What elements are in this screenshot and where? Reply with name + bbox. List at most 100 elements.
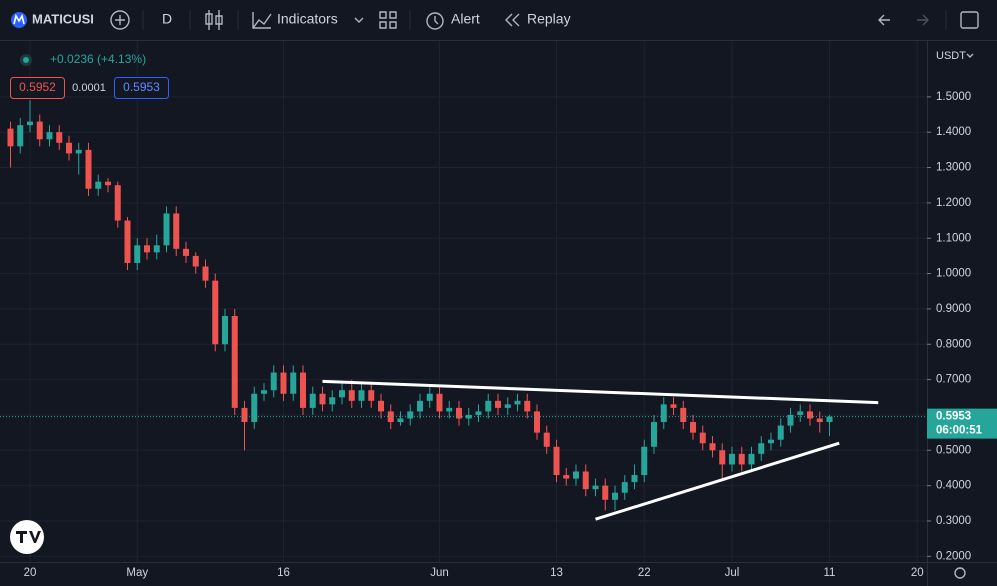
symbol[interactable]: MATICUSI xyxy=(32,11,94,26)
candle-body xyxy=(36,121,43,140)
candle-body xyxy=(339,390,345,398)
candle-body xyxy=(261,390,267,394)
candle-body xyxy=(748,453,755,465)
interval[interactable]: D xyxy=(162,11,172,27)
candle-body xyxy=(202,266,209,281)
candle-body xyxy=(231,315,238,408)
replay-icon[interactable] xyxy=(505,13,520,27)
y-tick-label: 0.9000 xyxy=(936,303,971,315)
candle-body xyxy=(27,121,33,126)
x-tick-label: 22 xyxy=(638,567,651,579)
candle-body xyxy=(105,181,111,186)
y-tick-label: 1.4000 xyxy=(936,126,971,138)
candle-body xyxy=(378,400,384,412)
candle-body xyxy=(514,400,521,405)
settings-button[interactable] xyxy=(954,567,966,579)
redo-button[interactable] xyxy=(917,14,929,26)
candle-body xyxy=(777,425,784,440)
candle-body xyxy=(114,185,121,221)
candle-body xyxy=(417,400,423,412)
candle-body xyxy=(446,407,453,412)
candle-body xyxy=(709,443,716,451)
dropdown-arrow[interactable] xyxy=(354,17,364,23)
candle-body xyxy=(826,416,833,423)
x-tick-label: 20 xyxy=(24,567,37,579)
alert-button[interactable]: Alert xyxy=(451,11,480,27)
candle-body xyxy=(251,393,258,423)
candle-body xyxy=(290,372,297,394)
spread: 0.0001 xyxy=(72,82,106,94)
candle-body xyxy=(319,393,326,405)
last-price-tag xyxy=(927,408,997,439)
candle-body xyxy=(573,471,579,479)
y-tick-label: 0.2000 xyxy=(936,550,971,562)
candle-body xyxy=(426,393,433,401)
candle-body xyxy=(134,245,141,263)
candle-body xyxy=(46,132,53,140)
countdown-label: 06:00:51 xyxy=(936,425,983,437)
candle-body xyxy=(456,407,462,419)
candle-body xyxy=(329,397,336,405)
candle-body xyxy=(621,482,628,493)
x-tick-label: 20 xyxy=(911,567,924,579)
bid-box[interactable] xyxy=(10,77,65,99)
replay-button[interactable]: Replay xyxy=(527,11,571,27)
ask-price[interactable]: 0.5953 xyxy=(123,80,160,94)
compare-button[interactable] xyxy=(110,10,130,30)
y-tick-label: 1.2000 xyxy=(936,197,971,209)
candle-body xyxy=(807,411,813,419)
candle-body xyxy=(309,393,316,408)
candle-body xyxy=(670,404,677,408)
indicators-icon[interactable] xyxy=(252,12,272,29)
trendline xyxy=(595,441,840,521)
y-tick-label: 0.8000 xyxy=(936,338,971,350)
candle-body xyxy=(192,255,199,267)
x-tick-label: May xyxy=(126,567,148,579)
alert-icon[interactable] xyxy=(426,12,444,30)
bid-price[interactable]: 0.5952 xyxy=(19,80,56,94)
candle-body xyxy=(690,422,696,433)
fullscreen-button[interactable] xyxy=(960,11,979,29)
undo-button[interactable] xyxy=(878,14,890,26)
candle-body xyxy=(407,411,414,419)
candle-body xyxy=(17,125,24,147)
y-tick-label: 0.5000 xyxy=(936,444,971,456)
toolbar xyxy=(0,0,997,40)
candle-body xyxy=(543,432,550,447)
logo xyxy=(16,531,41,543)
candle-body xyxy=(144,245,150,253)
candle-body xyxy=(270,372,277,391)
candle-body xyxy=(651,422,657,447)
y-tick-label: 1.1000 xyxy=(936,232,971,244)
candle-body xyxy=(582,471,589,490)
candle-body xyxy=(524,400,531,412)
axis-currency[interactable]: USDT xyxy=(936,50,966,62)
candle-body xyxy=(680,407,687,423)
symbol-icon-glyph xyxy=(13,13,25,25)
candle-body xyxy=(631,475,638,483)
layouts-button[interactable] xyxy=(379,11,397,29)
indicators-button[interactable]: Indicators xyxy=(277,11,338,27)
candle-body xyxy=(56,132,63,143)
candle-body xyxy=(75,149,82,154)
candle-body xyxy=(729,453,735,465)
candle-body xyxy=(660,404,667,423)
candle-body xyxy=(612,492,618,500)
candle-body xyxy=(495,400,501,408)
candle-body xyxy=(85,149,92,189)
ask-box[interactable] xyxy=(114,77,169,99)
candle-body xyxy=(241,407,248,423)
x-tick-label: 13 xyxy=(550,567,563,579)
candle-body xyxy=(592,485,599,490)
candle-body xyxy=(163,213,170,246)
currency-dropdown[interactable] xyxy=(966,53,974,58)
x-tick-label: Jul xyxy=(725,567,740,579)
logo-bg xyxy=(10,520,44,554)
y-tick-label: 1.5000 xyxy=(936,91,971,103)
candle-body xyxy=(173,213,180,249)
chart-type-button[interactable] xyxy=(205,10,223,30)
status-dot xyxy=(23,57,29,63)
candle-body xyxy=(66,142,72,154)
candle-body xyxy=(348,390,355,401)
y-tick-label: 0.3000 xyxy=(936,515,971,527)
